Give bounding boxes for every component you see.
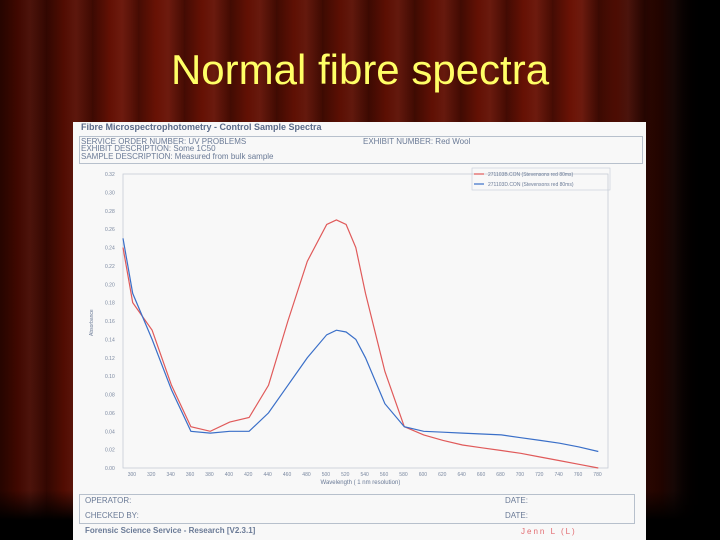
- y-tick-label: 0.08: [105, 393, 115, 399]
- curtain-shadow: [650, 0, 720, 540]
- y-tick-label: 0.22: [105, 264, 115, 270]
- exhibit-description: EXHIBIT DESCRIPTION: Some 1C50: [81, 144, 216, 153]
- x-tick-label: 540: [361, 472, 370, 478]
- y-tick-label: 0.04: [105, 429, 115, 435]
- x-tick-label: 360: [186, 472, 195, 478]
- y-tick-label: 0.00: [105, 466, 115, 472]
- x-tick-label: 640: [458, 472, 467, 478]
- y-tick-label: 0.14: [105, 337, 115, 343]
- x-tick-label: 300: [128, 472, 137, 478]
- legend-entry: 271103B.CON (Stevensons red 80ms): [488, 172, 574, 178]
- y-tick-label: 0.12: [105, 356, 115, 362]
- info-box: [79, 136, 643, 164]
- spectra-document: Fibre Microspectrophotometry - Control S…: [73, 122, 646, 540]
- x-tick-label: 740: [555, 472, 564, 478]
- y-tick-label: 0.26: [105, 227, 115, 233]
- x-tick-label: 720: [535, 472, 544, 478]
- slide-title: Normal fibre spectra: [170, 46, 550, 93]
- sample-description: SAMPLE DESCRIPTION: Measured from bulk s…: [81, 152, 274, 161]
- series-line-2: [122, 238, 599, 453]
- x-tick-label: 780: [593, 472, 602, 478]
- service-order-number: SERVICE ORDER NUMBER: UV PROBLEMS: [81, 137, 247, 146]
- x-tick-label: 500: [322, 472, 331, 478]
- y-axis-label: Absorbance: [89, 309, 95, 336]
- y-tick-label: 0.28: [105, 209, 115, 215]
- x-tick-label: 760: [574, 472, 583, 478]
- y-tick-label: 0.02: [105, 448, 115, 454]
- signoff-box: [79, 494, 635, 524]
- x-tick-label: 660: [477, 472, 486, 478]
- plot-frame: [122, 173, 609, 469]
- date-label-checked: DATE:: [505, 511, 528, 520]
- x-tick-label: 340: [167, 472, 176, 478]
- x-tick-label: 320: [147, 472, 156, 478]
- software-version: Forensic Science Service - Research [V2.…: [85, 526, 256, 535]
- spectra-chart: 0.00 0.02 0.04 0.06 0.08 0.10 0.12 0.14 0.16 0.18…: [89, 167, 611, 486]
- x-tick-label: 460: [283, 472, 292, 478]
- y-tick-label: 0.16: [105, 319, 115, 325]
- y-tick-label: 0.10: [105, 374, 115, 380]
- operator-label: OPERATOR:: [85, 496, 132, 505]
- x-tick-label: 440: [264, 472, 273, 478]
- y-tick-label: 0.18: [105, 301, 115, 307]
- x-tick-label: 480: [302, 472, 311, 478]
- x-tick-label: 520: [341, 472, 350, 478]
- x-tick-label: 680: [496, 472, 505, 478]
- x-tick-label: 620: [438, 472, 447, 478]
- x-tick-label: 400: [225, 472, 234, 478]
- y-tick-label: 0.06: [105, 411, 115, 417]
- date-label-operator: DATE:: [505, 496, 528, 505]
- checked-by-label: CHECKED BY:: [85, 511, 139, 520]
- y-tick-label: 0.20: [105, 282, 115, 288]
- exhibit-number: EXHIBIT NUMBER: Red Wool: [363, 137, 471, 146]
- x-axis-label: Wavelength ( 1 nm resolution): [321, 480, 401, 486]
- y-tick-label: 0.32: [105, 172, 115, 178]
- x-tick-label: 700: [516, 472, 525, 478]
- x-tick-label: 420: [244, 472, 253, 478]
- x-tick-label: 580: [399, 472, 408, 478]
- handwritten-signature: Jenn L (L): [521, 527, 577, 536]
- legend-entry: 271103D.CON (Stevensons red 80ms): [488, 182, 574, 188]
- x-tick-label: 600: [419, 472, 428, 478]
- series-line-1: [122, 219, 599, 469]
- y-tick-label: 0.24: [105, 246, 115, 252]
- legend-box: [471, 167, 611, 191]
- document-heading: Fibre Microspectrophotometry - Control S…: [81, 122, 322, 132]
- x-tick-label: 560: [380, 472, 389, 478]
- x-tick-label: 380: [205, 472, 214, 478]
- y-tick-label: 0.30: [105, 190, 115, 196]
